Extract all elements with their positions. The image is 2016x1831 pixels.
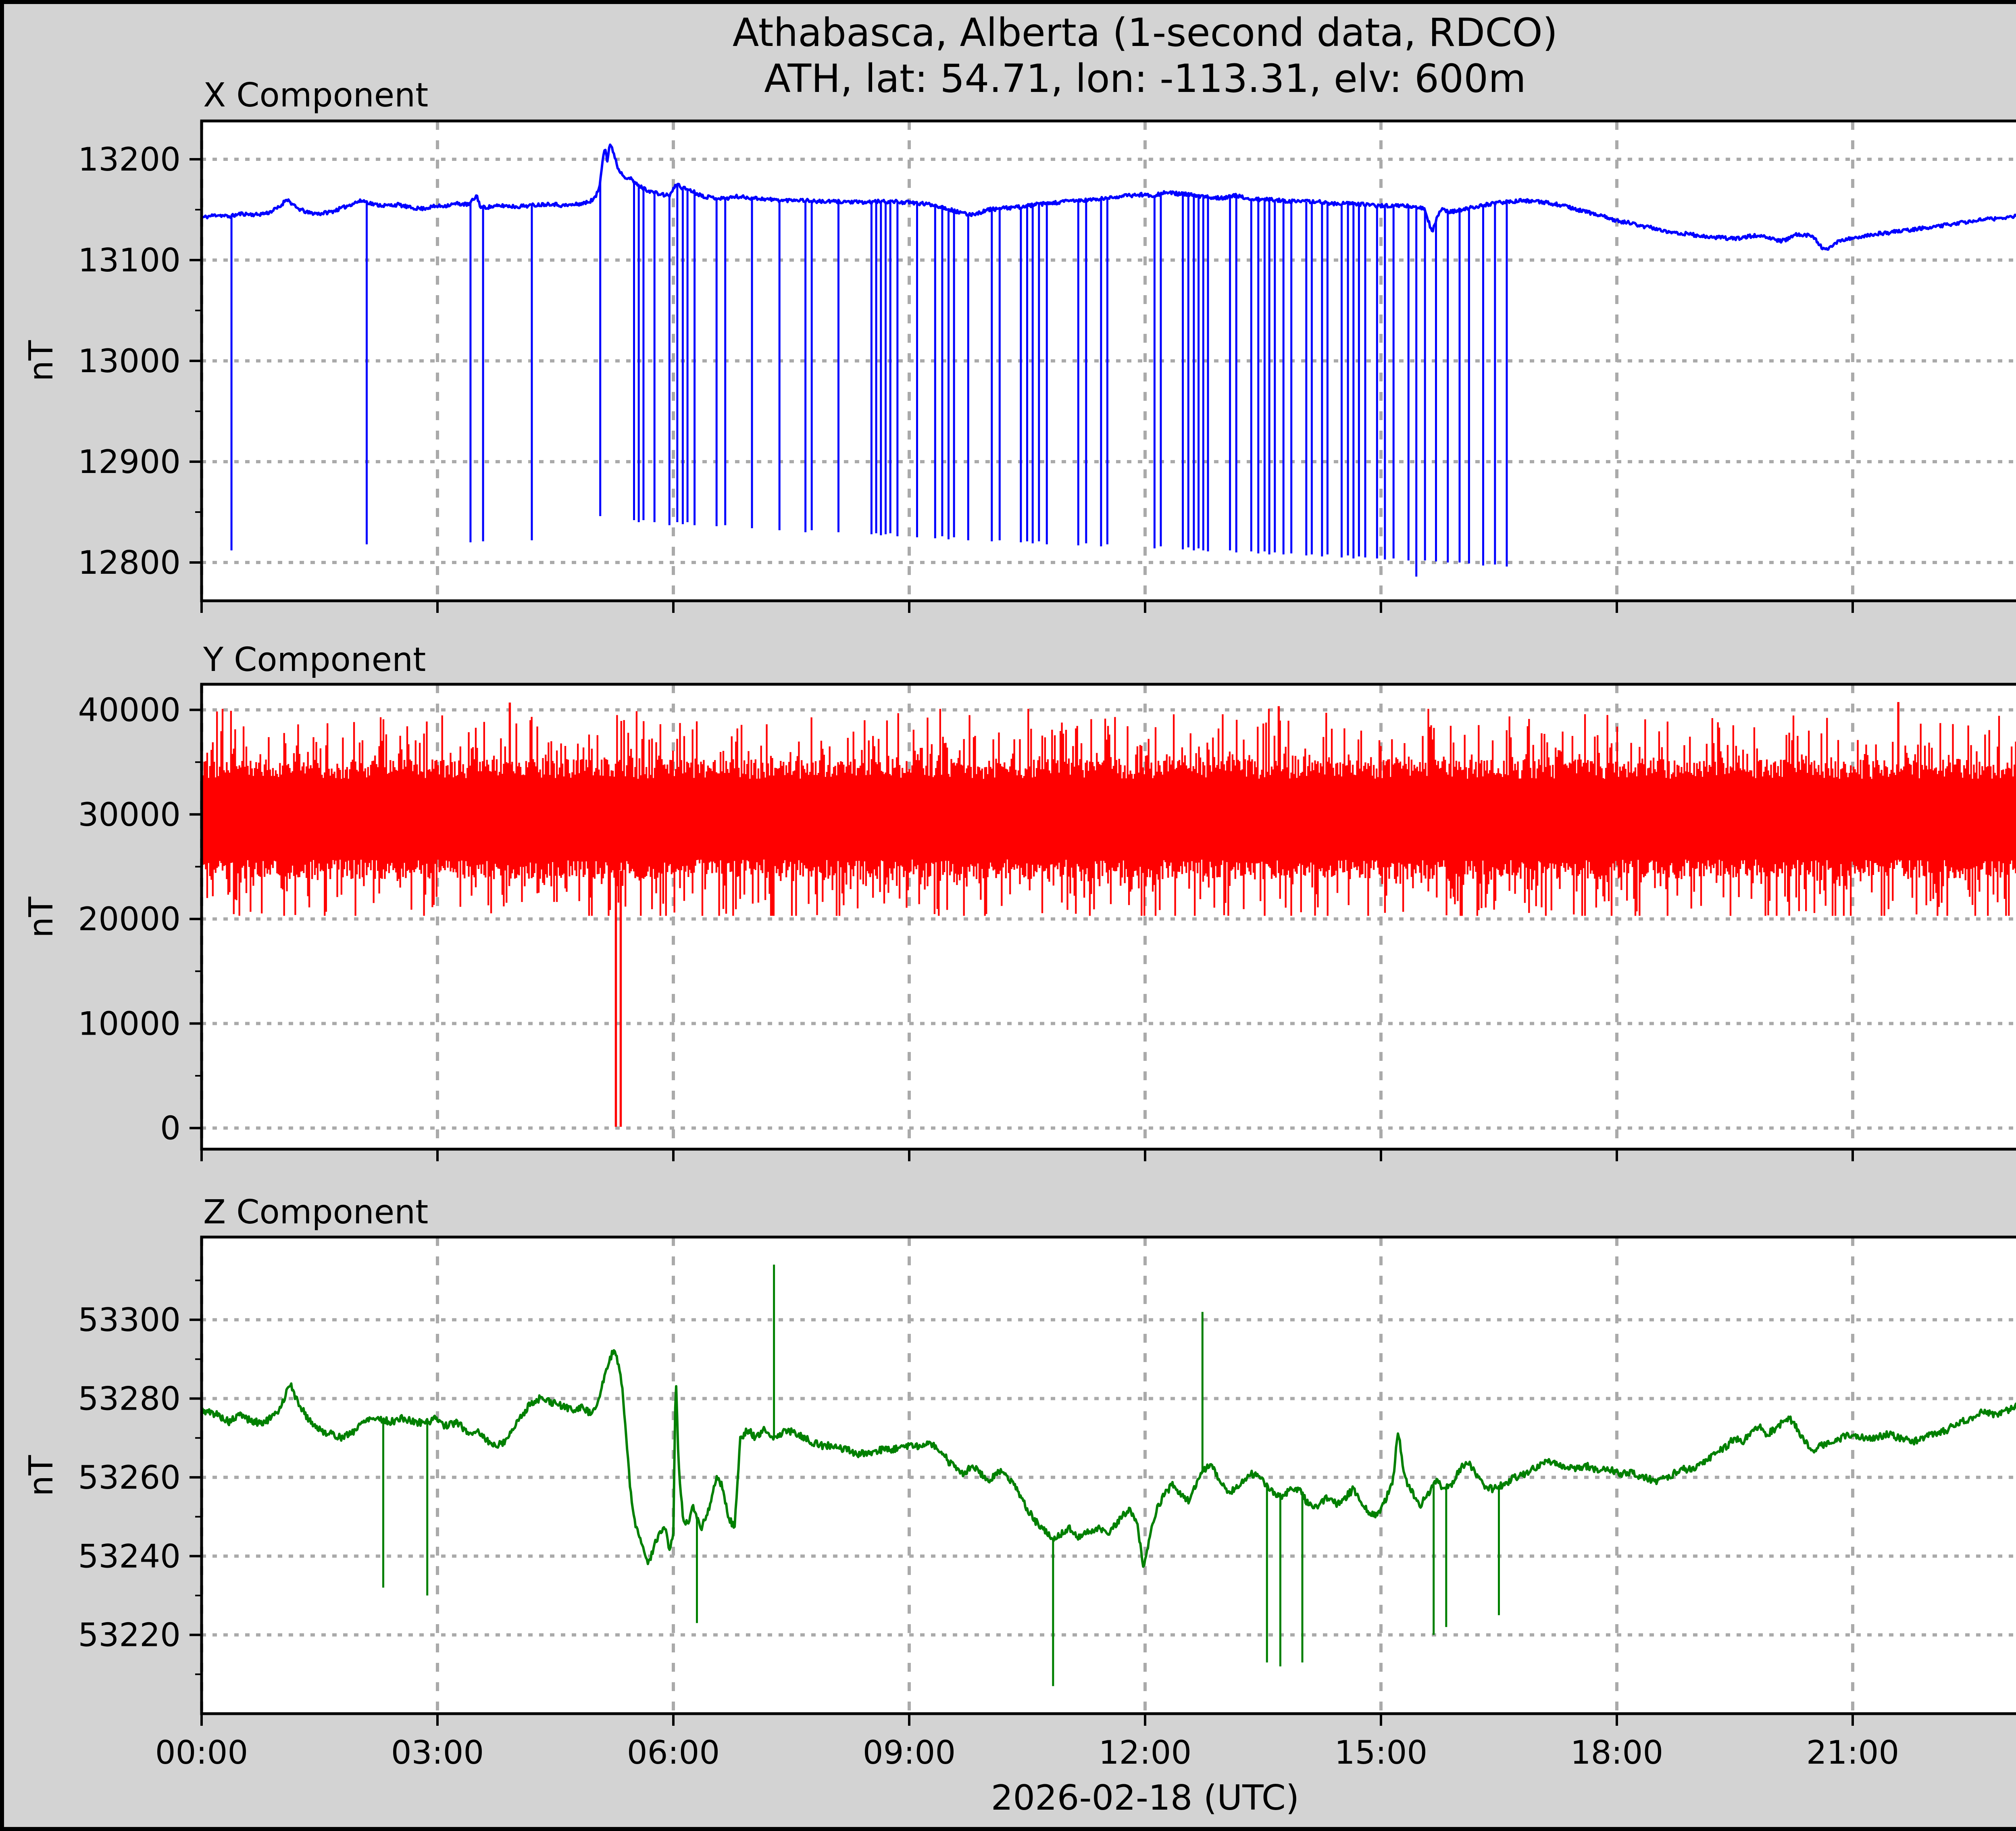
svg-text:53280: 53280 [78,1380,181,1418]
svg-text:13100: 13100 [78,242,181,279]
svg-text:12800: 12800 [78,544,181,581]
svg-text:12:00: 12:00 [1099,1734,1192,1771]
svg-text:53240: 53240 [78,1537,181,1575]
svg-text:40000: 40000 [78,692,181,729]
figure-title: Athabasca, Alberta (1-second data, RDCO) [732,10,1558,55]
svg-text:53220: 53220 [78,1616,181,1654]
panel-title-x-component: X Component [203,76,429,115]
svg-text:00:00: 00:00 [155,1734,248,1771]
svg-text:03:00: 03:00 [391,1734,484,1771]
svg-text:06:00: 06:00 [627,1734,720,1771]
svg-text:53300: 53300 [78,1301,181,1339]
svg-text:13200: 13200 [78,141,181,178]
svg-text:18:00: 18:00 [1570,1734,1664,1771]
figure-subtitle: ATH, lat: 54.71, lon: -113.31, elv: 600m [764,56,1526,101]
x-axis-label: 2026-02-18 (UTC) [991,1778,1300,1818]
svg-text:09:00: 09:00 [863,1734,956,1771]
svg-text:0: 0 [160,1110,181,1147]
svg-text:20000: 20000 [78,900,181,938]
panel-title-y-component: Y Component [203,641,426,679]
y-axis-label-z-panel: nT [22,1455,60,1497]
svg-text:12900: 12900 [78,443,181,481]
svg-text:21:00: 21:00 [1806,1734,1899,1771]
svg-text:13000: 13000 [78,342,181,380]
y-axis-label-x-panel: nT [22,340,60,382]
svg-text:10000: 10000 [78,1005,181,1042]
svg-text:53260: 53260 [78,1459,181,1496]
svg-text:15:00: 15:00 [1335,1734,1428,1771]
svg-text:30000: 30000 [78,796,181,833]
y-axis-label-y-panel: nT [22,896,60,938]
panel-title-z-component: Z Component [203,1193,429,1231]
